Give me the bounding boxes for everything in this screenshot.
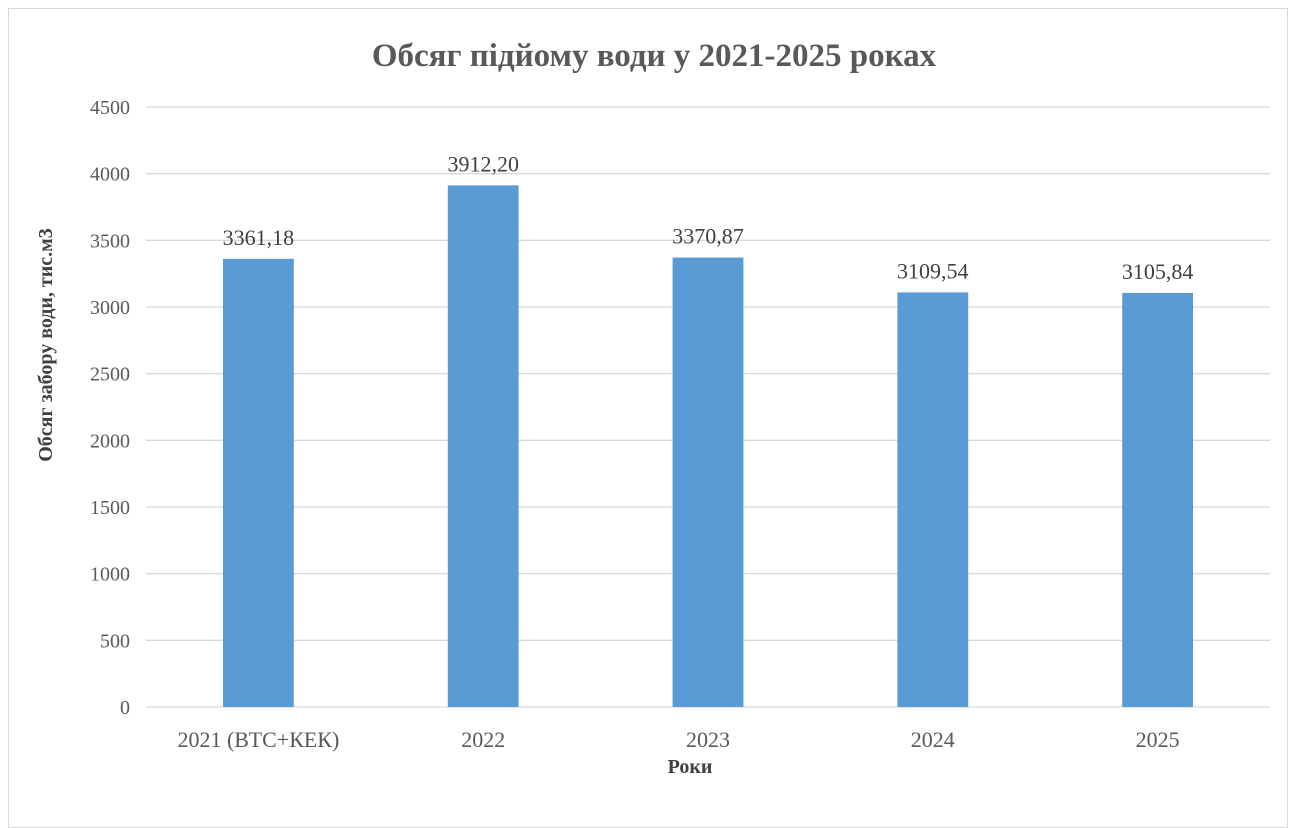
x-category-label-3: 2024 xyxy=(911,727,955,752)
data-label-1: 3912,20 xyxy=(447,151,519,176)
x-category-label-1: 2022 xyxy=(461,727,505,752)
y-tick-label-0: 0 xyxy=(120,697,130,719)
y-tick-label-8: 4000 xyxy=(90,164,130,186)
x-axis-categories: 2021 (ВТС+КЕК) 2022 2023 2024 2025 xyxy=(177,727,1179,752)
data-label-0: 3361,18 xyxy=(223,225,295,250)
x-category-label-0: 2021 (ВТС+КЕК) xyxy=(177,727,339,752)
bar-4 xyxy=(1122,292,1194,707)
y-tick-label-4: 2000 xyxy=(90,430,130,452)
data-label-2: 3370,87 xyxy=(672,224,744,249)
x-category-label-4: 2025 xyxy=(1136,727,1180,752)
y-tick-label-5: 2500 xyxy=(90,364,130,386)
y-tick-label-7: 3500 xyxy=(90,230,130,252)
y-tick-label-9: 4500 xyxy=(90,97,130,119)
data-label-3: 3109,54 xyxy=(897,258,969,283)
x-axis-title: Роки xyxy=(668,756,713,778)
chart-frame xyxy=(8,8,1288,828)
chart-title: Обсяг підйому води у 2021-2025 роках xyxy=(372,38,937,74)
y-tick-label-3: 1500 xyxy=(90,497,130,519)
bars xyxy=(222,185,1194,707)
gridlines xyxy=(146,106,1270,708)
data-label-4: 3105,84 xyxy=(1122,259,1194,284)
x-category-label-2: 2023 xyxy=(686,727,730,752)
y-axis-ticks: 0 500 1000 1500 2000 2500 3000 3500 4000 4500 xyxy=(90,97,130,719)
y-tick-label-6: 3000 xyxy=(90,297,130,319)
y-axis-title: Обсяг забору води, тис.м3 xyxy=(35,228,57,462)
bar-2 xyxy=(672,257,744,707)
y-tick-label-2: 1000 xyxy=(90,564,130,586)
data-labels: 3361,18 3912,20 3370,87 3109,54 3105,84 xyxy=(223,151,1194,284)
bar-0 xyxy=(222,258,294,707)
bar-1 xyxy=(447,185,519,707)
y-tick-label-1: 500 xyxy=(100,630,130,652)
bar-3 xyxy=(897,292,969,707)
